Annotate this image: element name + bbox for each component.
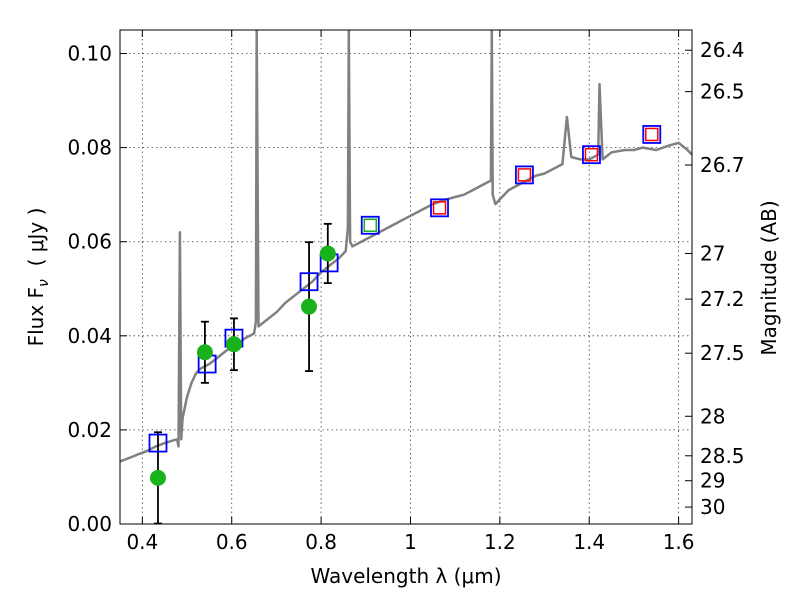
x-tick-label: 1.6 xyxy=(663,530,695,554)
x-tick-label: 0.8 xyxy=(305,530,337,554)
y2-axis-label: Magnitude (AB) xyxy=(757,200,781,355)
y2-tick-label: 29 xyxy=(700,469,725,493)
y2-tick-label: 27.5 xyxy=(700,341,745,365)
observed-point xyxy=(319,245,336,262)
axis-ticks: 0.4 0.6 0.8 1 1.2 1.4 1.6 0.00 0.02 0.04 0.06 0.08 0… xyxy=(67,30,745,554)
observed-point xyxy=(225,336,242,353)
observed-point xyxy=(149,469,166,486)
y2-tick-label: 28 xyxy=(700,404,725,428)
y-tick-label: 0.10 xyxy=(67,42,112,66)
y2-tick-label: 26.5 xyxy=(700,80,745,104)
y2-tick-label: 26.7 xyxy=(700,153,745,177)
model-square-inner xyxy=(363,218,377,232)
x-tick-label: 0.4 xyxy=(126,530,158,554)
model-square-inner xyxy=(432,201,447,215)
observed-points xyxy=(149,245,336,486)
y-tick-label: 0.04 xyxy=(67,324,112,348)
model-square-inner xyxy=(645,127,659,142)
y-tick-label: 0.08 xyxy=(67,136,112,160)
y-axis-label: Flux Fν ( μJy ) xyxy=(24,208,52,347)
y-axis-label-unit: ( μJy ) xyxy=(24,208,48,280)
observed-point xyxy=(301,298,318,315)
y2-tick-label: 28.5 xyxy=(700,444,745,468)
observed-point xyxy=(196,344,213,361)
x-tick-label: 1.4 xyxy=(573,530,605,554)
y-tick-label: 0.06 xyxy=(67,230,112,254)
model-square-inner xyxy=(584,147,599,162)
y-axis-label-main: Flux F xyxy=(24,287,48,346)
y-tick-label: 0.02 xyxy=(67,418,112,442)
model-square-inner xyxy=(517,168,532,182)
spectrum-series xyxy=(120,30,692,463)
model-square xyxy=(148,433,168,453)
model-squares xyxy=(148,125,662,453)
spectrum-line xyxy=(120,30,692,463)
model-square xyxy=(299,272,319,292)
x-axis-label: Wavelength λ (μm) xyxy=(310,564,501,588)
x-tick-label: 1.2 xyxy=(484,530,516,554)
y-tick-label: 0.00 xyxy=(67,512,112,536)
x-tick-label: 1 xyxy=(404,530,417,554)
model-square xyxy=(360,215,380,235)
y-axis-label-subscript: ν xyxy=(36,279,52,287)
plot-area xyxy=(120,30,692,524)
model-square xyxy=(430,198,449,218)
y2-tick-label: 30 xyxy=(700,495,725,519)
x-tick-label: 0.6 xyxy=(216,530,248,554)
plot-frame xyxy=(119,29,693,525)
grid xyxy=(120,30,692,525)
model-square xyxy=(515,165,534,185)
y2-tick-label: 27.2 xyxy=(700,287,745,311)
y2-tick-label: 26.4 xyxy=(700,38,745,62)
model-square xyxy=(642,125,662,144)
model-square xyxy=(582,145,601,165)
y2-tick-label: 27 xyxy=(700,241,725,265)
